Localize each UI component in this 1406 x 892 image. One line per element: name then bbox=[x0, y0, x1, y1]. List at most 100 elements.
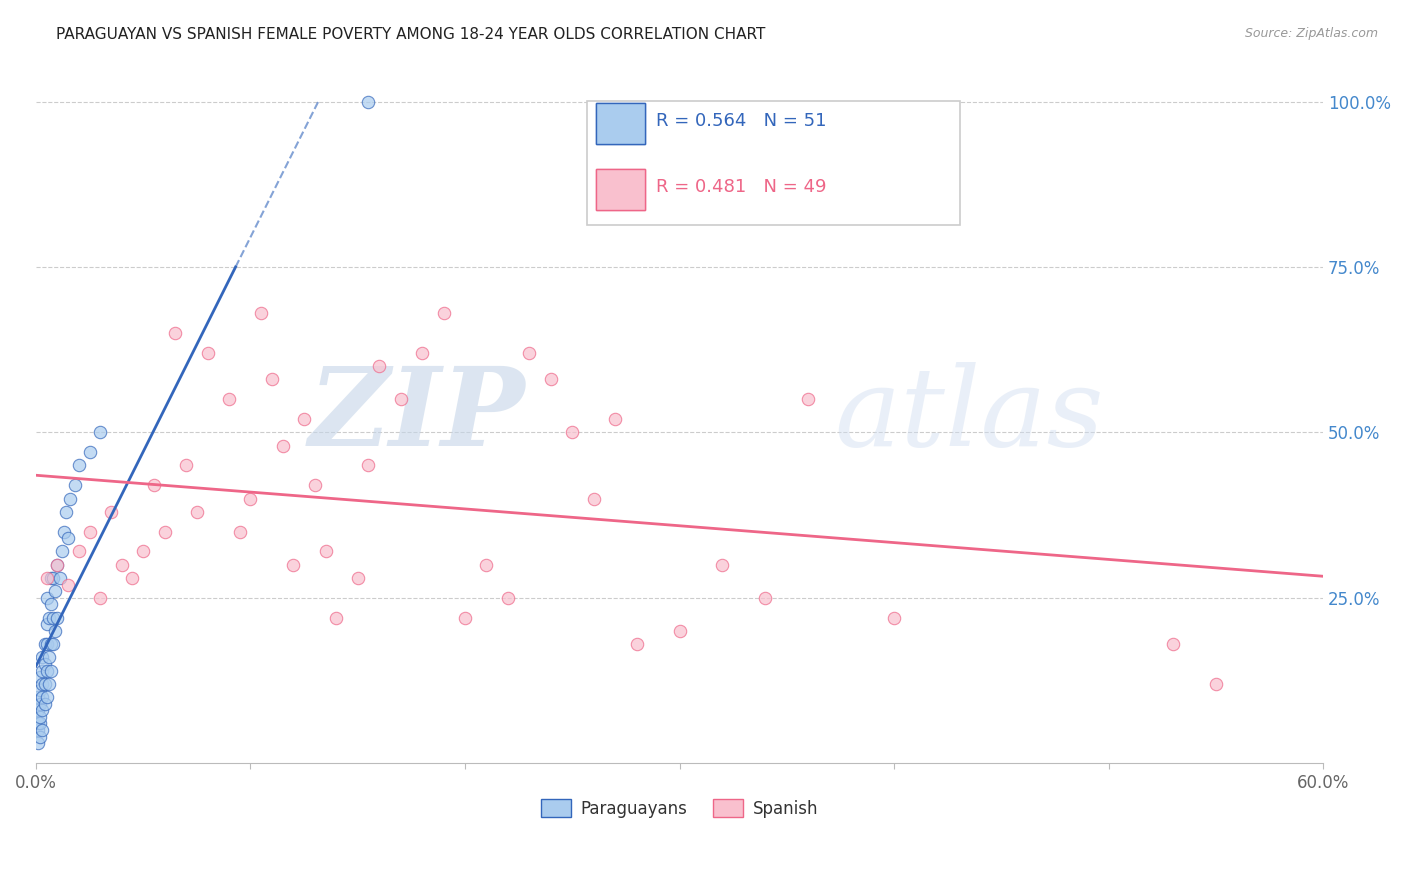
Point bbox=[30, 730, 52, 744]
Text: Source: ZipAtlas.com: Source: ZipAtlas.com bbox=[1244, 27, 1378, 40]
Point bbox=[304, 478, 326, 492]
Point bbox=[67, 544, 90, 558]
Point bbox=[39, 637, 62, 651]
Point bbox=[626, 637, 648, 651]
Point bbox=[454, 610, 477, 624]
Point bbox=[38, 677, 60, 691]
Point bbox=[55, 505, 77, 519]
Point bbox=[1161, 637, 1184, 651]
Point bbox=[605, 412, 627, 426]
Point bbox=[46, 610, 69, 624]
Point bbox=[111, 558, 134, 572]
Point bbox=[197, 346, 219, 360]
Point bbox=[30, 670, 52, 684]
Point bbox=[59, 491, 82, 506]
Point bbox=[89, 425, 111, 440]
Point bbox=[218, 392, 240, 407]
Point bbox=[357, 458, 380, 473]
Point bbox=[34, 637, 56, 651]
Point bbox=[51, 544, 73, 558]
Point bbox=[250, 306, 273, 320]
FancyBboxPatch shape bbox=[586, 101, 960, 225]
Point bbox=[283, 558, 305, 572]
Point bbox=[35, 571, 58, 585]
Point bbox=[56, 577, 79, 591]
Point bbox=[519, 346, 541, 360]
Point bbox=[44, 584, 66, 599]
Point bbox=[46, 558, 69, 572]
Point bbox=[121, 571, 143, 585]
Point bbox=[797, 392, 820, 407]
Point bbox=[153, 524, 176, 539]
FancyBboxPatch shape bbox=[596, 169, 645, 210]
Point bbox=[42, 571, 65, 585]
FancyBboxPatch shape bbox=[596, 169, 645, 210]
Point bbox=[411, 346, 433, 360]
Point bbox=[315, 544, 337, 558]
Point bbox=[432, 306, 454, 320]
Point bbox=[883, 610, 905, 624]
Point bbox=[34, 657, 56, 671]
Point bbox=[271, 439, 294, 453]
Point bbox=[31, 677, 53, 691]
Point bbox=[1205, 677, 1227, 691]
Point bbox=[389, 392, 412, 407]
Point bbox=[174, 458, 197, 473]
Point bbox=[292, 412, 315, 426]
Point bbox=[79, 445, 101, 459]
Point bbox=[39, 598, 62, 612]
Point bbox=[44, 624, 66, 638]
Point bbox=[63, 478, 86, 492]
Point bbox=[34, 697, 56, 711]
Point bbox=[27, 736, 49, 750]
Point bbox=[475, 558, 498, 572]
Text: R = 0.564   N = 51: R = 0.564 N = 51 bbox=[657, 112, 827, 129]
Point bbox=[27, 690, 49, 704]
Point bbox=[239, 491, 262, 506]
Point bbox=[52, 524, 75, 539]
Point bbox=[46, 558, 69, 572]
Point bbox=[668, 624, 690, 638]
FancyBboxPatch shape bbox=[596, 103, 645, 144]
Point bbox=[260, 372, 283, 386]
Point bbox=[540, 372, 562, 386]
Point bbox=[38, 650, 60, 665]
Point bbox=[561, 425, 583, 440]
Point bbox=[31, 690, 53, 704]
Point bbox=[142, 478, 165, 492]
Point bbox=[346, 571, 368, 585]
Point bbox=[368, 359, 391, 374]
Point bbox=[229, 524, 252, 539]
Point bbox=[186, 505, 208, 519]
Point bbox=[31, 723, 53, 737]
Point bbox=[42, 637, 65, 651]
Point bbox=[27, 716, 49, 731]
Point bbox=[30, 710, 52, 724]
Legend: Paraguayans, Spanish: Paraguayans, Spanish bbox=[534, 793, 825, 824]
Point bbox=[35, 617, 58, 632]
Point bbox=[754, 591, 776, 605]
Point bbox=[35, 690, 58, 704]
Point bbox=[325, 610, 347, 624]
Point bbox=[35, 637, 58, 651]
Point bbox=[35, 591, 58, 605]
Point bbox=[67, 458, 90, 473]
Point bbox=[27, 703, 49, 717]
Point bbox=[39, 664, 62, 678]
Point bbox=[79, 524, 101, 539]
Point bbox=[31, 650, 53, 665]
Point bbox=[56, 531, 79, 545]
Point bbox=[30, 683, 52, 698]
Text: PARAGUAYAN VS SPANISH FEMALE POVERTY AMONG 18-24 YEAR OLDS CORRELATION CHART: PARAGUAYAN VS SPANISH FEMALE POVERTY AMO… bbox=[56, 27, 766, 42]
Point bbox=[42, 610, 65, 624]
Text: ZIP: ZIP bbox=[308, 362, 524, 469]
Point bbox=[39, 571, 62, 585]
Point bbox=[38, 610, 60, 624]
Point bbox=[582, 491, 605, 506]
Point bbox=[357, 95, 380, 109]
Point bbox=[496, 591, 519, 605]
Point bbox=[31, 703, 53, 717]
FancyBboxPatch shape bbox=[596, 103, 645, 144]
Point bbox=[27, 723, 49, 737]
Text: R = 0.481   N = 49: R = 0.481 N = 49 bbox=[657, 178, 827, 195]
